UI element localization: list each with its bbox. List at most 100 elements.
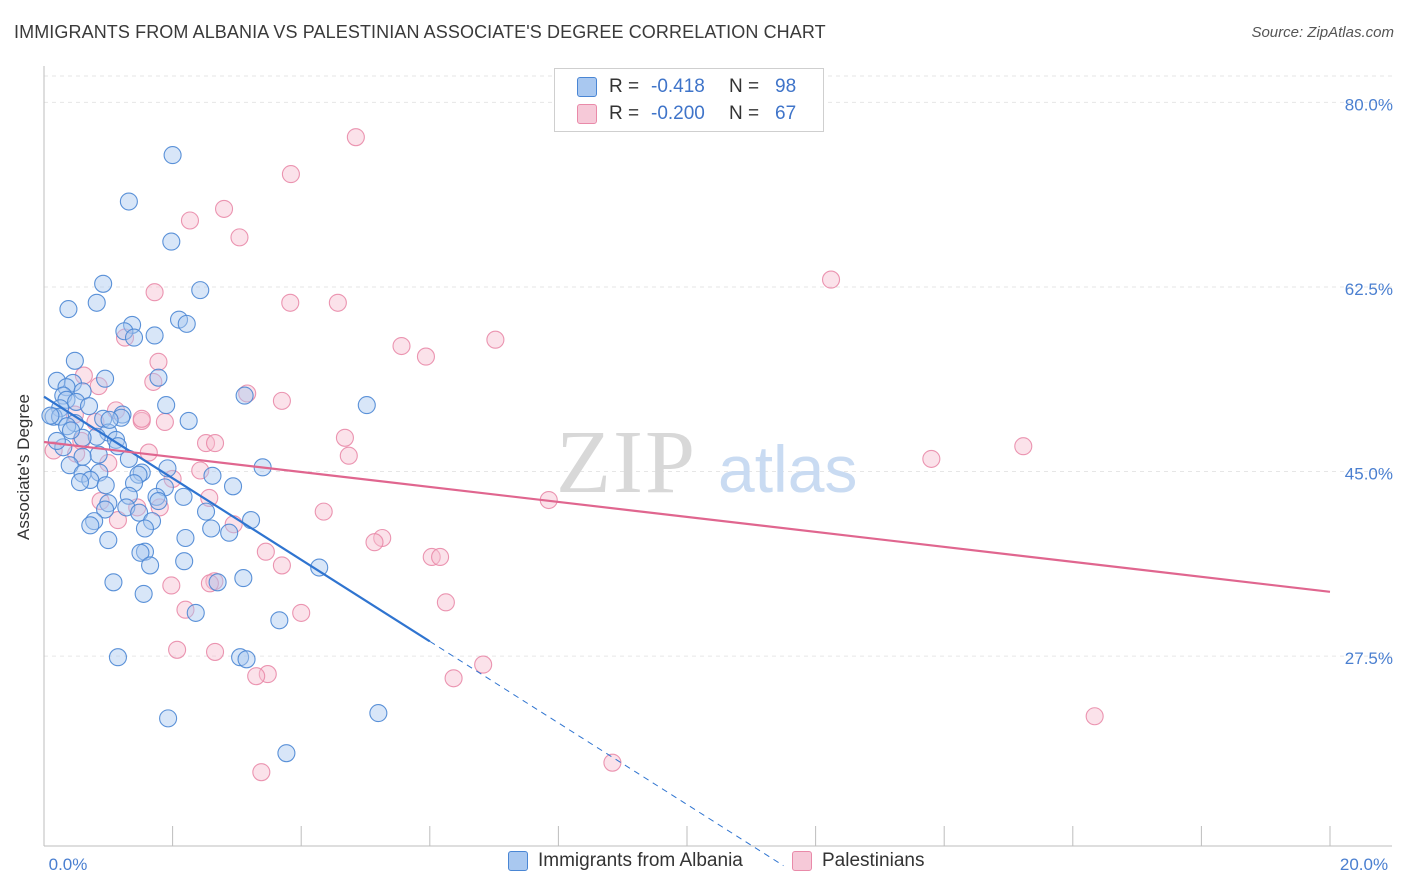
data-point — [142, 512, 162, 531]
pink-swatch-icon — [792, 851, 812, 871]
data-point — [61, 421, 81, 440]
data-point — [220, 523, 239, 542]
data-point — [314, 502, 333, 521]
data-point — [281, 293, 300, 312]
data-point — [59, 300, 78, 319]
data-point — [339, 446, 358, 465]
data-point — [60, 456, 79, 475]
data-point — [200, 574, 219, 593]
stats-row-palestinians: R = -0.200 N = 67 — [577, 100, 796, 128]
data-point — [200, 488, 219, 507]
r-label: R = — [609, 103, 640, 124]
data-point — [235, 386, 254, 405]
data-point — [119, 486, 138, 505]
data-point — [65, 351, 84, 370]
data-point — [230, 228, 249, 247]
data-point — [256, 542, 275, 561]
y-axis-label: Associate's Degree — [14, 394, 33, 540]
data-point — [96, 369, 115, 388]
data-point — [159, 709, 178, 728]
data-point — [281, 165, 300, 184]
data-point — [100, 410, 119, 429]
data-point — [79, 397, 99, 416]
data-point — [47, 431, 66, 451]
data-point — [365, 533, 384, 552]
data-point — [328, 293, 347, 312]
data-point — [357, 396, 376, 415]
blue-swatch-icon — [508, 851, 528, 871]
watermark: ZIP atlas — [556, 413, 857, 512]
grid-lines — [44, 75, 1392, 657]
data-point — [205, 642, 225, 661]
data-point — [149, 352, 168, 371]
data-point — [223, 477, 243, 496]
legend-label: Immigrants from Albania — [538, 850, 743, 871]
data-point — [208, 573, 227, 592]
data-point — [149, 492, 168, 511]
axes — [43, 66, 1392, 847]
n-label: N = — [729, 103, 760, 124]
n-label: N = — [729, 76, 760, 97]
data-point — [186, 603, 205, 622]
data-point — [247, 667, 266, 686]
data-point — [205, 434, 225, 453]
data-point — [132, 409, 151, 428]
source-label: Source: ZipAtlas.com — [1251, 24, 1394, 41]
data-point — [292, 603, 311, 622]
data-point — [175, 552, 194, 571]
data-point — [237, 650, 256, 669]
data-point — [369, 704, 388, 723]
legend-item-albania: Immigrants from Albania — [508, 850, 743, 872]
data-point — [41, 406, 60, 425]
y-tick-label: 45.0% — [1345, 465, 1393, 484]
data-point — [277, 744, 296, 763]
data-point — [335, 428, 354, 447]
data-point — [241, 511, 261, 530]
data-point — [115, 322, 134, 341]
data-point — [270, 611, 289, 630]
r-value: -0.200 — [651, 103, 705, 124]
data-point — [96, 500, 115, 519]
series-legend: Immigrants from Albania Palestinians — [0, 850, 1406, 878]
data-point — [108, 511, 127, 530]
trend-lines — [43, 395, 1331, 867]
data-point — [431, 547, 450, 567]
data-point — [157, 396, 176, 415]
legend-item-palestinians: Palestinians — [792, 850, 924, 872]
data-point — [202, 519, 221, 538]
data-point — [162, 232, 181, 251]
data-point — [94, 274, 113, 293]
data-point — [238, 384, 257, 403]
data-point — [272, 391, 291, 410]
data-point — [177, 314, 196, 333]
data-point — [124, 328, 144, 347]
tick-labels: 27.5% 45.0% 62.5% 80.0% 0.0% 20.0% — [49, 95, 1393, 874]
data-point — [96, 476, 115, 495]
data-point — [252, 763, 271, 782]
data-point — [174, 487, 193, 506]
data-point — [162, 576, 181, 595]
data-point — [603, 753, 622, 772]
chart-title: IMMIGRANTS FROM ALBANIA VS PALESTINIAN A… — [14, 22, 826, 42]
data-point — [150, 498, 169, 517]
data-point — [176, 600, 195, 619]
y-tick-label: 27.5% — [1345, 649, 1393, 668]
data-point — [145, 283, 164, 302]
data-point — [214, 199, 234, 218]
data-point — [149, 368, 168, 387]
series-albania — [41, 146, 388, 763]
data-point — [141, 556, 160, 575]
data-point — [444, 669, 463, 688]
trend-line-albania — [43, 395, 431, 643]
y-tick-label: 80.0% — [1345, 95, 1393, 114]
data-point — [119, 192, 138, 211]
data-point — [168, 640, 187, 659]
data-point — [474, 655, 493, 674]
data-point — [1085, 707, 1104, 726]
trend-line-palestinians — [43, 440, 1331, 593]
data-point — [112, 408, 131, 427]
x-tick-label: 0.0% — [49, 855, 88, 874]
data-point — [134, 584, 153, 603]
data-point — [922, 449, 941, 468]
